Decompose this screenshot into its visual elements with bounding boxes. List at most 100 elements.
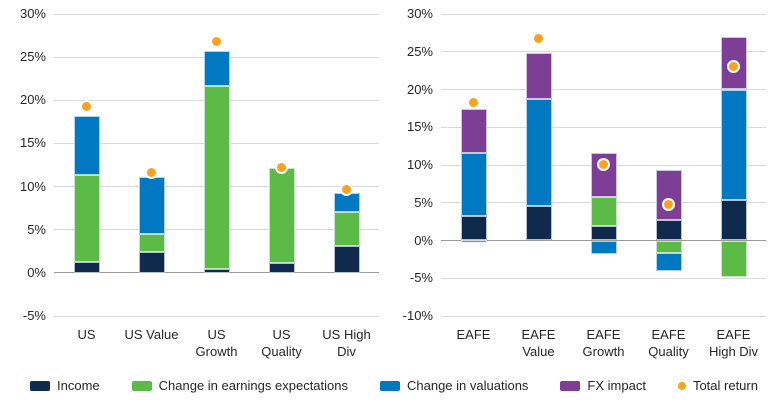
bar-segment-fx [460,109,487,153]
x-axis-category-label: EAFE [456,327,491,342]
total-return-dot [145,166,158,180]
gridline [54,13,379,15]
y-axis-tick-label: 0% [27,264,46,280]
x-axis-category-label: US Growth [195,327,238,359]
y-axis-tick-label: 5% [414,194,433,210]
y-axis-tick-label: 5% [27,221,46,237]
y-axis-tick-label: 25% [406,43,433,59]
y-axis-tick-label: 25% [19,49,46,65]
bar-segment-earnings [138,234,165,253]
x-axis-category-label: US [77,327,96,342]
x-axis-eafe: EAFE EAFE Value EAFE Growth EAFE Quality EAF… [441,316,766,364]
gridline [441,51,766,53]
y-axis-tick-label: 15% [406,119,433,135]
y-axis-tick-label: -10% [402,308,433,323]
bar-segment-income [73,261,100,273]
total-return-dot [80,99,93,113]
legend-item-earnings: Change in earnings expectations [131,378,348,393]
total-return-dot [340,182,353,196]
bar-segment-income [333,246,360,273]
y-axis-tick-label: 15% [19,135,46,151]
bar-segment-valuations [73,115,100,176]
bar-segment-earnings [333,212,360,247]
y-axis-tick-label: 30% [406,6,433,21]
y-axis-tick-label: -5% [409,270,433,286]
gridline [441,89,766,90]
plot-area-eafe [441,13,766,317]
bar-segment-fx [655,170,682,221]
zero-gridline [54,272,379,274]
bar-segment-valuations [525,98,552,206]
bar-segment-earnings [460,240,487,242]
y-axis-tick-label: 20% [406,81,433,97]
total-return-dot [662,197,675,211]
bar-segment-income [525,205,552,241]
bar-segment-valuations [460,152,487,216]
gridline [441,277,766,279]
x-axis-category-label: EAFE Quality [648,327,689,359]
legend-item-fx: FX impact [560,378,646,393]
eafe-styles-chart-panel: 30% 25% 20% 15% 10% 5% 0% -5% -10% EAFE EAFE Valu… [387,7,774,372]
legend-label: Income [57,378,100,393]
bar-segment-valuations [138,177,165,235]
bar-segment-earnings [590,197,617,227]
legend-swatch-valuations [380,380,400,391]
y-axis-tick-label: -5% [22,308,46,323]
y-axis-tick-label: 20% [19,92,46,108]
bar-segment-valuations [333,192,360,213]
bar-segment-income [720,200,747,241]
bar-segment-valuations [655,252,682,271]
bar-segment-earnings [73,175,100,262]
gridline [441,126,766,128]
gridline [441,13,766,15]
x-axis-category-label: US High Div [322,327,371,359]
bar-segment-earnings [655,240,682,253]
x-axis-category-label: US Value [124,327,179,342]
bar-segment-valuations [720,89,747,201]
gridline [441,315,766,317]
y-axis-eafe: 30% 25% 20% 15% 10% 5% 0% -5% -10% [387,7,441,323]
legend-item-income: Income [30,378,100,393]
bar-segment-earnings [720,240,747,277]
legend-label: Total return [692,378,758,393]
bar-segment-income [655,220,682,241]
bar-segment-earnings [203,85,230,270]
bar-segment-income [590,226,617,241]
legend-label: Change in earnings expectations [158,378,348,393]
total-return-dot [467,95,480,109]
chart-legend: Income Change in earnings expectations Cha… [0,372,774,403]
legend-swatch-total-return [677,381,686,390]
bar-segment-valuations [203,51,230,86]
x-axis-category-label: EAFE High Div [708,327,759,359]
legend-label: Change in valuations [407,378,529,393]
y-axis-tick-label: 10% [406,157,433,172]
y-axis-tick-label: 0% [414,232,433,248]
bar-segment-income [138,252,165,273]
legend-label: FX impact [587,378,646,393]
x-axis-category-label: EAFE Value [521,327,556,359]
plot-area-us [54,13,379,317]
x-axis-category-label: US Quality [261,327,302,359]
y-axis-tick-label: 10% [19,178,46,194]
total-return-dot [210,35,223,49]
total-return-dot [727,59,740,73]
gridline [54,315,379,317]
y-axis-us: 30% 25% 20% 15% 10% 5% 0% -5% [0,7,54,323]
legend-swatch-fx [560,380,581,391]
us-styles-chart-panel: 30% 25% 20% 15% 10% 5% 0% -5% US US Value US Grow… [0,7,387,372]
x-axis-category-label: EAFE Growth [582,327,625,359]
legend-swatch-earnings [131,380,152,391]
bar-segment-fx [525,53,552,99]
bar-segment-income [460,215,487,241]
total-return-dot [532,32,545,46]
chart-panels: 30% 25% 20% 15% 10% 5% 0% -5% US US Value US Grow… [0,7,774,372]
total-return-dot [597,157,610,171]
y-axis-tick-label: 30% [19,6,46,21]
legend-item-valuations: Change in valuations [380,378,528,393]
legend-item-total-return: Total return [677,378,758,393]
total-return-dot [275,161,288,175]
bar-segment-valuations [590,240,617,255]
bar-segment-income [203,269,230,273]
bar-segment-income [268,263,295,273]
